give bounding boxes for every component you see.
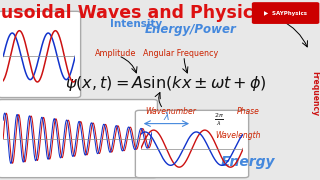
Text: Frequency: Frequency bbox=[311, 71, 320, 116]
Text: Energy/Power: Energy/Power bbox=[145, 23, 236, 36]
Text: Wavelength: Wavelength bbox=[216, 130, 261, 140]
Text: Energy: Energy bbox=[221, 155, 275, 169]
Text: $\psi(x,t) = A\sin(kx \pm \omega t + \phi)$: $\psi(x,t) = A\sin(kx \pm \omega t + \ph… bbox=[66, 74, 267, 93]
Text: Wavenumber: Wavenumber bbox=[146, 107, 196, 116]
FancyBboxPatch shape bbox=[0, 100, 157, 178]
Text: $2\pi\nu$: $2\pi\nu$ bbox=[260, 11, 281, 23]
Text: ▶  SAYPhysics: ▶ SAYPhysics bbox=[264, 11, 307, 15]
FancyBboxPatch shape bbox=[0, 11, 81, 98]
Text: $\frac{2\pi}{\lambda}$: $\frac{2\pi}{\lambda}$ bbox=[214, 111, 224, 128]
Text: Phase: Phase bbox=[236, 107, 260, 116]
Text: $\lambda$: $\lambda$ bbox=[163, 110, 170, 122]
FancyBboxPatch shape bbox=[252, 2, 319, 24]
Text: Intensity: Intensity bbox=[110, 19, 162, 29]
Text: Sinusoidal Waves and Physics: Sinusoidal Waves and Physics bbox=[0, 4, 264, 22]
FancyBboxPatch shape bbox=[135, 110, 249, 178]
Text: Amplitude: Amplitude bbox=[94, 49, 136, 58]
Text: Angular Frequency: Angular Frequency bbox=[143, 49, 219, 58]
